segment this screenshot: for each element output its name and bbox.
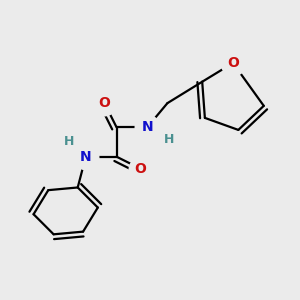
Text: N: N [80,150,92,164]
Text: H: H [64,135,74,148]
Text: N: N [142,120,153,134]
Point [166,137,171,142]
Point [102,101,107,106]
Point [83,154,88,159]
Point [138,166,143,171]
Text: O: O [135,162,147,176]
Text: H: H [164,133,174,146]
Text: O: O [99,96,110,110]
Point [67,139,72,144]
Text: O: O [227,56,239,70]
Point [231,61,236,65]
Point [145,125,150,130]
